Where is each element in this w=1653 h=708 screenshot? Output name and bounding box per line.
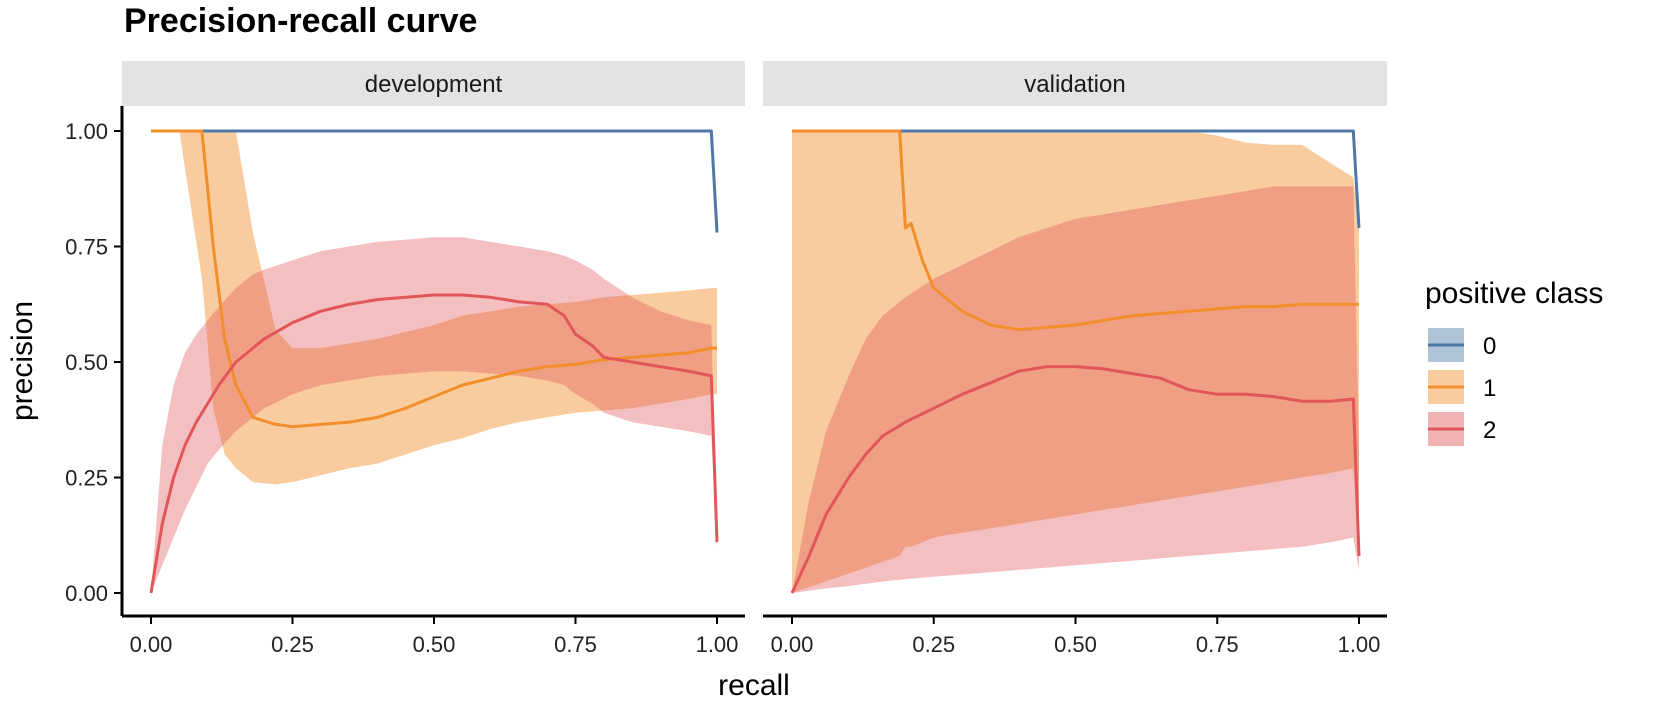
y-tick-label: 0.00 bbox=[65, 581, 108, 606]
line-class-2-development bbox=[149, 293, 719, 594]
legend-label-2: 2 bbox=[1483, 417, 1496, 444]
x-tick-label-validation: 0.75 bbox=[1196, 632, 1239, 657]
strip-label-validation: validation bbox=[1024, 71, 1125, 98]
strip-label-development: development bbox=[365, 71, 503, 98]
y-tick-label: 0.25 bbox=[65, 466, 108, 491]
x-tick-label-development: 1.00 bbox=[696, 632, 739, 657]
x-axis-title: recall bbox=[718, 669, 790, 702]
line-class-2-validation bbox=[790, 365, 1361, 594]
line-class-1-validation bbox=[792, 129, 1359, 332]
x-tick-label-validation: 0.00 bbox=[771, 632, 814, 657]
strip-validation bbox=[763, 61, 1387, 106]
legend-title: positive class bbox=[1425, 277, 1603, 310]
x-tick-label-development: 0.00 bbox=[130, 632, 173, 657]
ribbon-class-1-development bbox=[151, 131, 717, 485]
ribbon-class-1-validation bbox=[792, 131, 1359, 593]
plot-area-validation bbox=[790, 129, 1361, 594]
line-class-1-development bbox=[151, 129, 717, 429]
x-tick-label-development: 0.75 bbox=[554, 632, 597, 657]
ribbon-class-2-development bbox=[151, 237, 717, 594]
line-class-0-development bbox=[151, 129, 719, 233]
y-tick-label: 1.00 bbox=[65, 119, 108, 144]
y-tick-label: 0.75 bbox=[65, 235, 108, 260]
x-axis: 0.00 0.25 0.50 0.75 1.00 0.00 0.25 0.50 0.75 1.00 bbox=[122, 614, 1387, 657]
plot-area-development bbox=[149, 129, 719, 594]
chart-title: Precision-recall curve bbox=[124, 2, 477, 40]
legend-label-1: 1 bbox=[1483, 375, 1496, 402]
y-tick-label: 0.50 bbox=[65, 350, 108, 375]
x-tick-label-development: 0.50 bbox=[413, 632, 456, 657]
x-tick-label-validation: 0.25 bbox=[912, 632, 955, 657]
x-tick-label-development: 0.25 bbox=[271, 632, 314, 657]
x-tick-label-validation: 0.50 bbox=[1054, 632, 1097, 657]
line-class-0-validation bbox=[792, 129, 1361, 229]
y-axis: 0.00 0.25 0.50 0.75 1.00 bbox=[65, 106, 124, 616]
legend-label-0: 0 bbox=[1483, 333, 1496, 360]
strip-development bbox=[122, 61, 745, 106]
legend: positive class 0 1 2 bbox=[1425, 277, 1603, 446]
panel-validation: validation bbox=[763, 61, 1387, 594]
panel-development: development bbox=[122, 61, 745, 594]
x-tick-label-validation: 1.00 bbox=[1338, 632, 1381, 657]
y-axis-title: precision bbox=[6, 301, 39, 421]
